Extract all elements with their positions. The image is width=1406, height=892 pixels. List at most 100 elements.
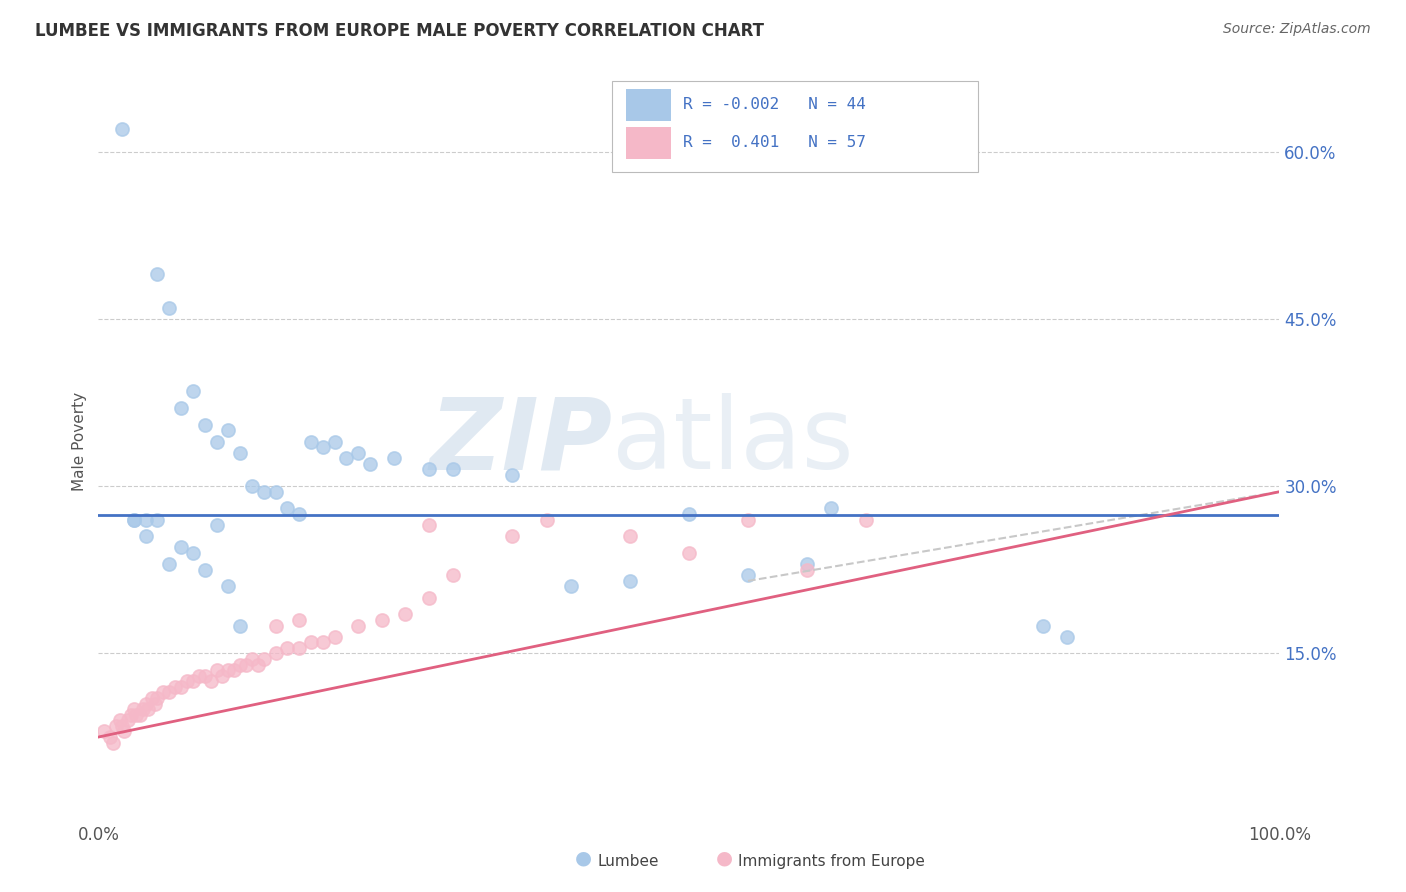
Point (335, 451, 357, 466)
Point (176, 674, 198, 689)
Point (152, 685, 174, 699)
Point (205, 663, 228, 677)
Point (312, 440, 335, 454)
Point (418, 591, 440, 605)
Point (121, 707, 143, 722)
Point (211, 669, 233, 683)
Point (217, 580, 239, 594)
Point (101, 735, 124, 749)
Point (246, 657, 269, 672)
Point (501, 529, 523, 543)
Text: Immigrants from Europe: Immigrants from Europe (738, 854, 925, 869)
Point (796, 563, 818, 577)
Point (441, 568, 464, 582)
Point (441, 462, 464, 476)
Point (737, 568, 759, 582)
Point (229, 657, 252, 672)
Point (181, 674, 204, 689)
Point (157, 685, 180, 699)
Point (418, 462, 440, 476)
Point (205, 518, 228, 533)
Point (276, 640, 298, 655)
FancyBboxPatch shape (626, 127, 671, 159)
Point (224, 663, 246, 677)
Point (146, 690, 169, 705)
Point (619, 529, 641, 543)
Point (122, 512, 145, 526)
Text: atlas: atlas (612, 393, 853, 490)
Point (217, 663, 239, 677)
Point (560, 580, 582, 594)
Text: R = -0.002   N = 44: R = -0.002 N = 44 (683, 97, 866, 112)
Point (418, 518, 440, 533)
Point (135, 697, 157, 711)
Point (141, 690, 163, 705)
FancyBboxPatch shape (626, 89, 671, 120)
Point (264, 618, 287, 632)
Point (112, 724, 135, 739)
Point (217, 424, 239, 438)
Point (1032, 618, 1054, 632)
Point (143, 697, 166, 711)
Text: LUMBEE VS IMMIGRANTS FROM EUROPE MALE POVERTY CORRELATION CHART: LUMBEE VS IMMIGRANTS FROM EUROPE MALE PO… (35, 22, 763, 40)
Point (312, 635, 335, 649)
Point (128, 707, 150, 722)
Point (194, 563, 217, 577)
Point (288, 640, 311, 655)
Point (501, 468, 523, 483)
Point (122, 512, 145, 526)
Point (181, 546, 204, 560)
Point (855, 512, 877, 526)
Point (229, 618, 252, 632)
Point (264, 484, 287, 499)
Point (146, 268, 169, 282)
Point (323, 630, 346, 644)
Point (170, 401, 193, 416)
Point (323, 434, 346, 449)
Point (105, 719, 128, 733)
Text: ●: ● (716, 848, 733, 867)
Y-axis label: Male Poverty: Male Poverty (72, 392, 87, 491)
Point (108, 714, 131, 728)
Point (135, 529, 157, 543)
Point (820, 501, 842, 516)
Point (98, 730, 121, 744)
Point (111, 122, 134, 136)
Point (288, 507, 311, 521)
Point (111, 719, 134, 733)
Text: Lumbee: Lumbee (598, 854, 659, 869)
Point (157, 301, 180, 315)
Point (194, 669, 217, 683)
Point (619, 574, 641, 588)
Point (382, 451, 405, 466)
Point (796, 557, 818, 572)
Point (678, 546, 700, 560)
Point (359, 457, 381, 471)
Point (737, 512, 759, 526)
Point (125, 707, 148, 722)
Point (394, 607, 416, 622)
Text: ●: ● (575, 848, 592, 867)
Point (371, 613, 394, 627)
Point (264, 646, 287, 660)
FancyBboxPatch shape (612, 81, 979, 172)
Point (170, 541, 193, 555)
Point (678, 507, 700, 521)
Point (170, 680, 193, 694)
Point (240, 652, 263, 666)
Point (253, 484, 276, 499)
Point (157, 557, 180, 572)
Point (229, 446, 252, 460)
Point (1056, 630, 1078, 644)
Point (347, 446, 370, 460)
Point (122, 702, 145, 716)
Point (276, 501, 298, 516)
Point (200, 674, 222, 689)
Point (136, 702, 159, 716)
Point (117, 714, 139, 728)
Point (288, 613, 311, 627)
Point (187, 669, 209, 683)
Text: ZIP: ZIP (429, 393, 612, 490)
Point (240, 479, 263, 493)
Point (347, 618, 370, 632)
